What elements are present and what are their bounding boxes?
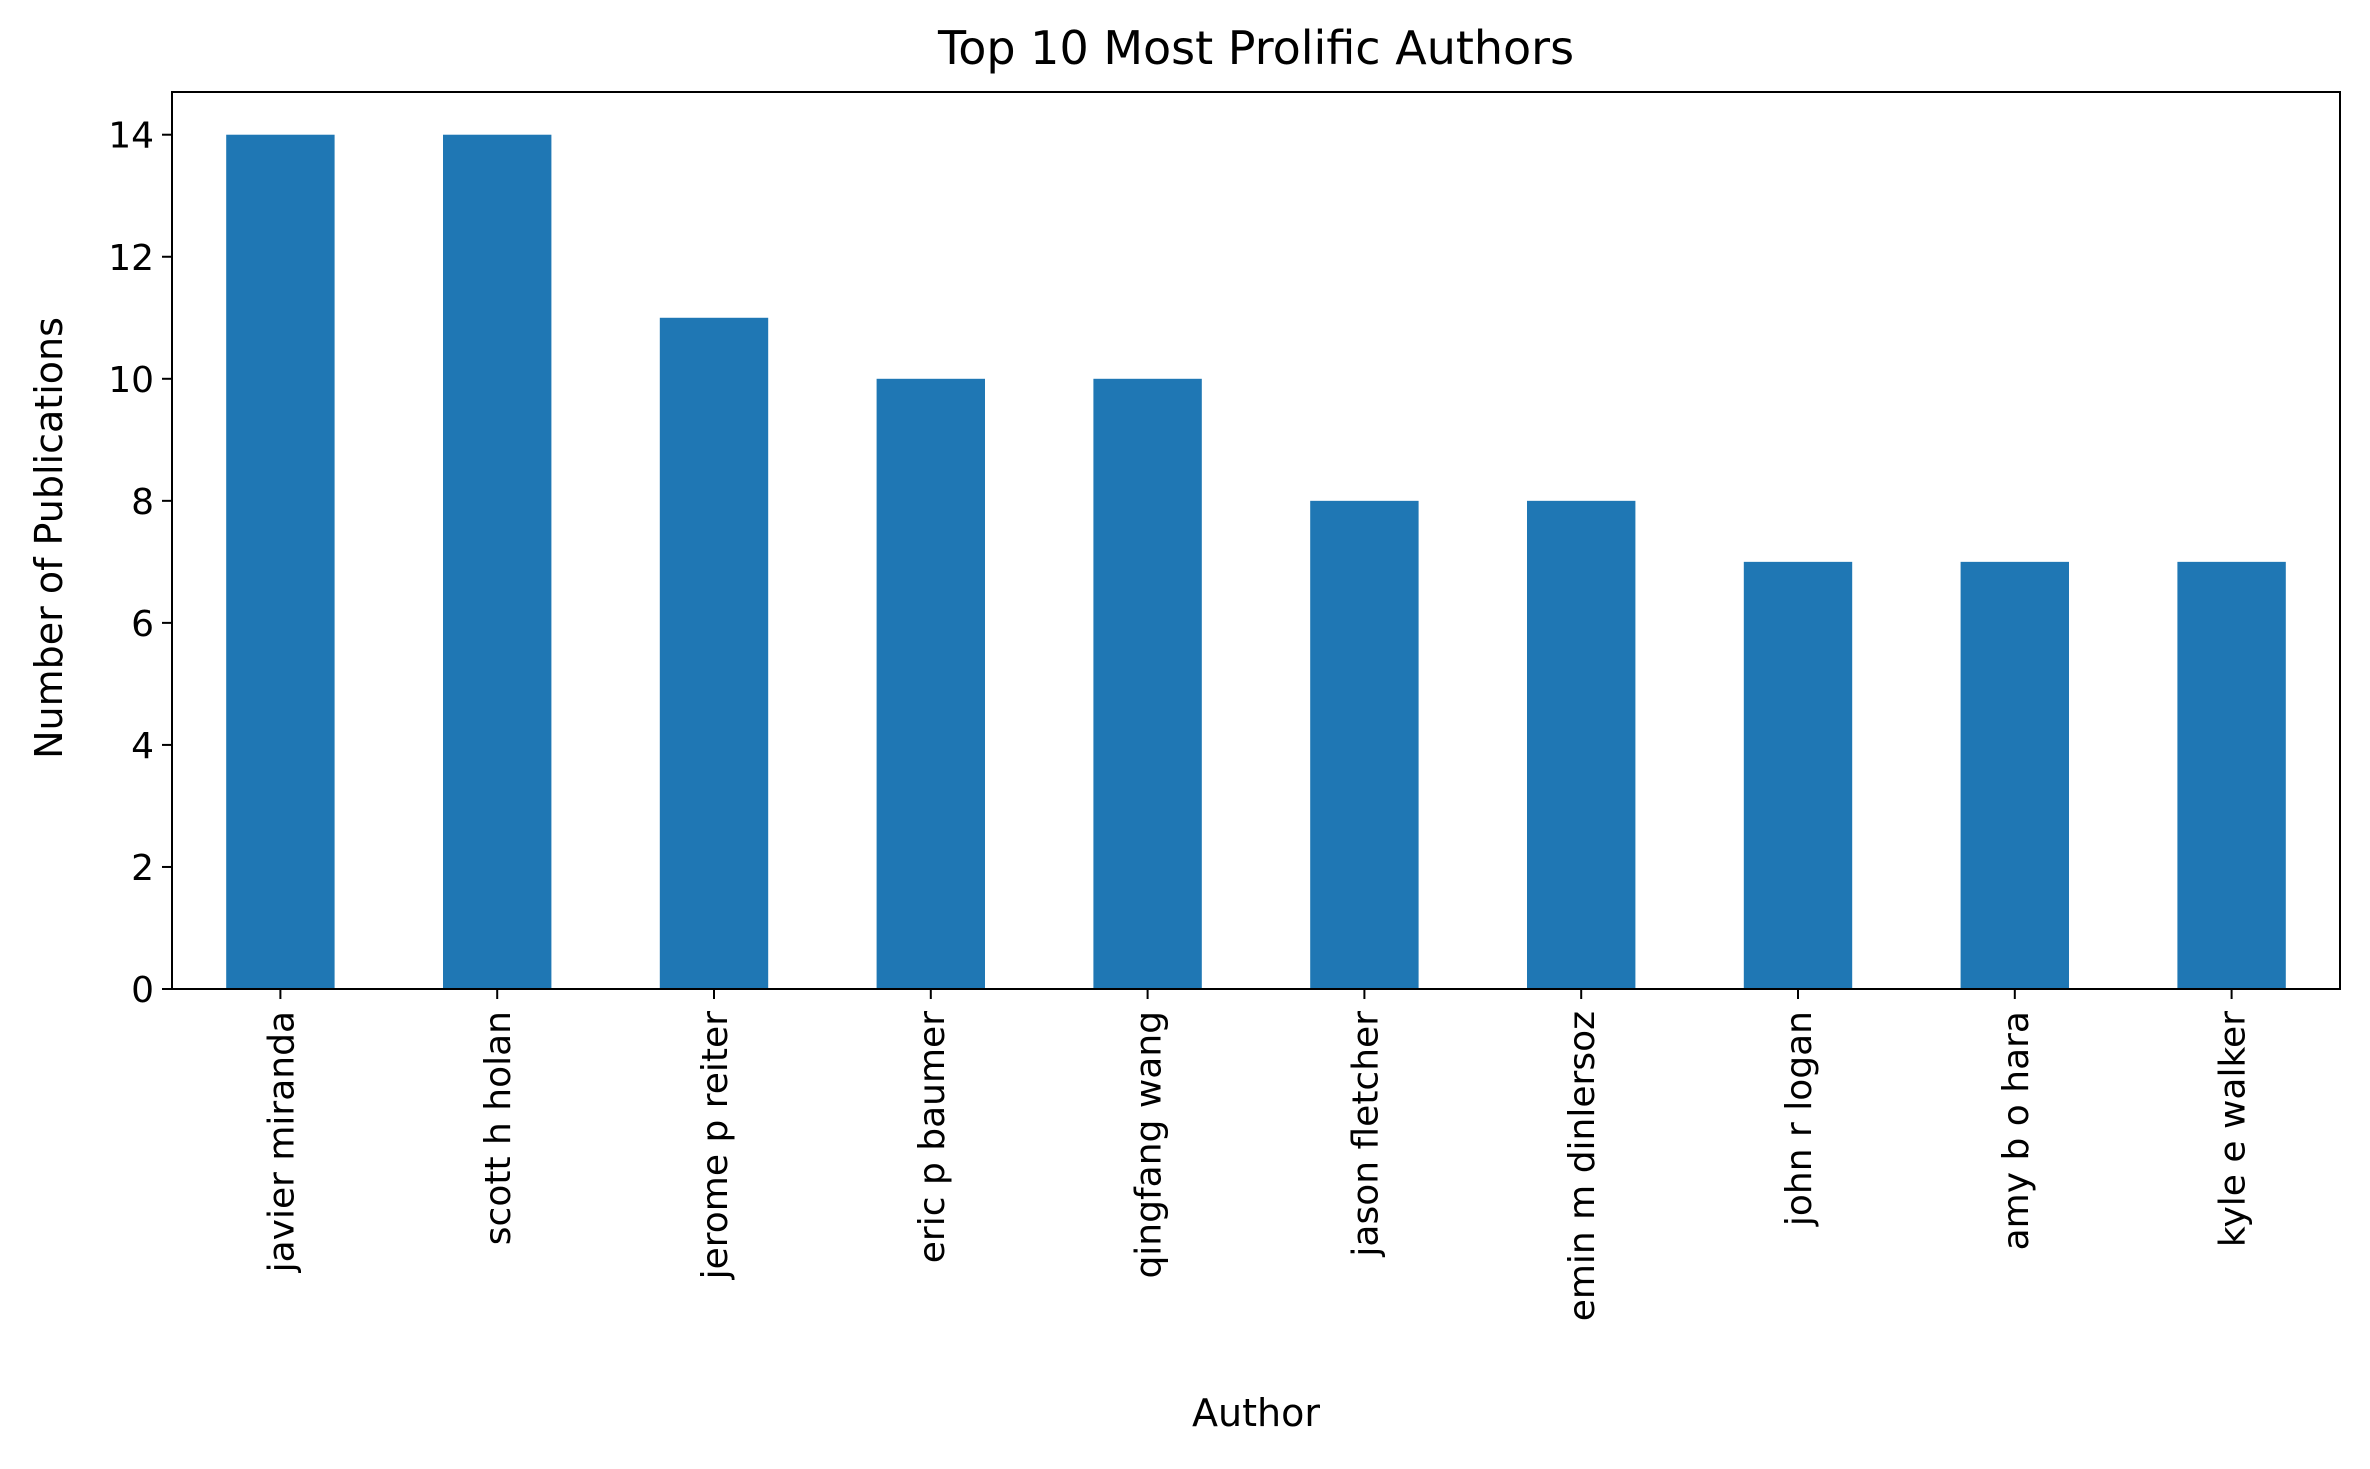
- y-axis-label: Number of Publications: [27, 317, 71, 759]
- y-tick-label: 14: [108, 116, 154, 157]
- x-tick-label: emin m dinlersoz: [1562, 1011, 1603, 1321]
- y-tick-label: 10: [108, 360, 154, 401]
- bar-javier-miranda: [226, 134, 335, 989]
- x-tick-label: eric p baumer: [912, 1011, 953, 1263]
- y-tick-label: 2: [131, 848, 154, 889]
- bar-amy-b-o-hara: [1960, 561, 2069, 989]
- bar-eric-p-baumer: [876, 378, 985, 990]
- x-ticks-group: javier miranda scott h holan jerome p reit…: [261, 989, 2254, 1321]
- x-tick-label: jerome p reiter: [695, 1011, 736, 1281]
- bar-emin-m-dinlersoz: [1527, 500, 1636, 989]
- chart-title: Top 10 Most Prolific Authors: [937, 21, 1574, 75]
- y-ticks-group: 0 2 4 6 8 10 12 14: [108, 116, 172, 1011]
- x-tick-label: amy b o hara: [1996, 1011, 2037, 1250]
- bar-kyle-e-walker: [2177, 561, 2286, 989]
- x-tick-label: john r logan: [1779, 1011, 1820, 1227]
- y-tick-label: 12: [108, 238, 154, 279]
- y-tick-label: 4: [131, 726, 154, 767]
- bar-jerome-p-reiter: [659, 317, 769, 989]
- x-tick-label: qingfang wang: [1129, 1011, 1170, 1279]
- x-tick-label: kyle e walker: [2213, 1011, 2254, 1247]
- y-tick-label: 0: [131, 970, 154, 1011]
- bar-scott-h-holan: [443, 134, 552, 989]
- y-tick-label: 6: [131, 604, 154, 645]
- x-tick-label: jason fletcher: [1345, 1011, 1386, 1258]
- bars-group: [226, 134, 2286, 990]
- bar-qingfang-wang: [1093, 378, 1202, 990]
- bar-john-r-logan: [1743, 561, 1853, 989]
- bar-jason-fletcher: [1310, 500, 1419, 989]
- x-tick-label: javier miranda: [261, 1011, 302, 1273]
- x-axis-label: Author: [1192, 1391, 1320, 1435]
- plot-frame: [171, 91, 2341, 990]
- x-tick-label: scott h holan: [478, 1011, 519, 1245]
- y-tick-label: 8: [131, 482, 154, 523]
